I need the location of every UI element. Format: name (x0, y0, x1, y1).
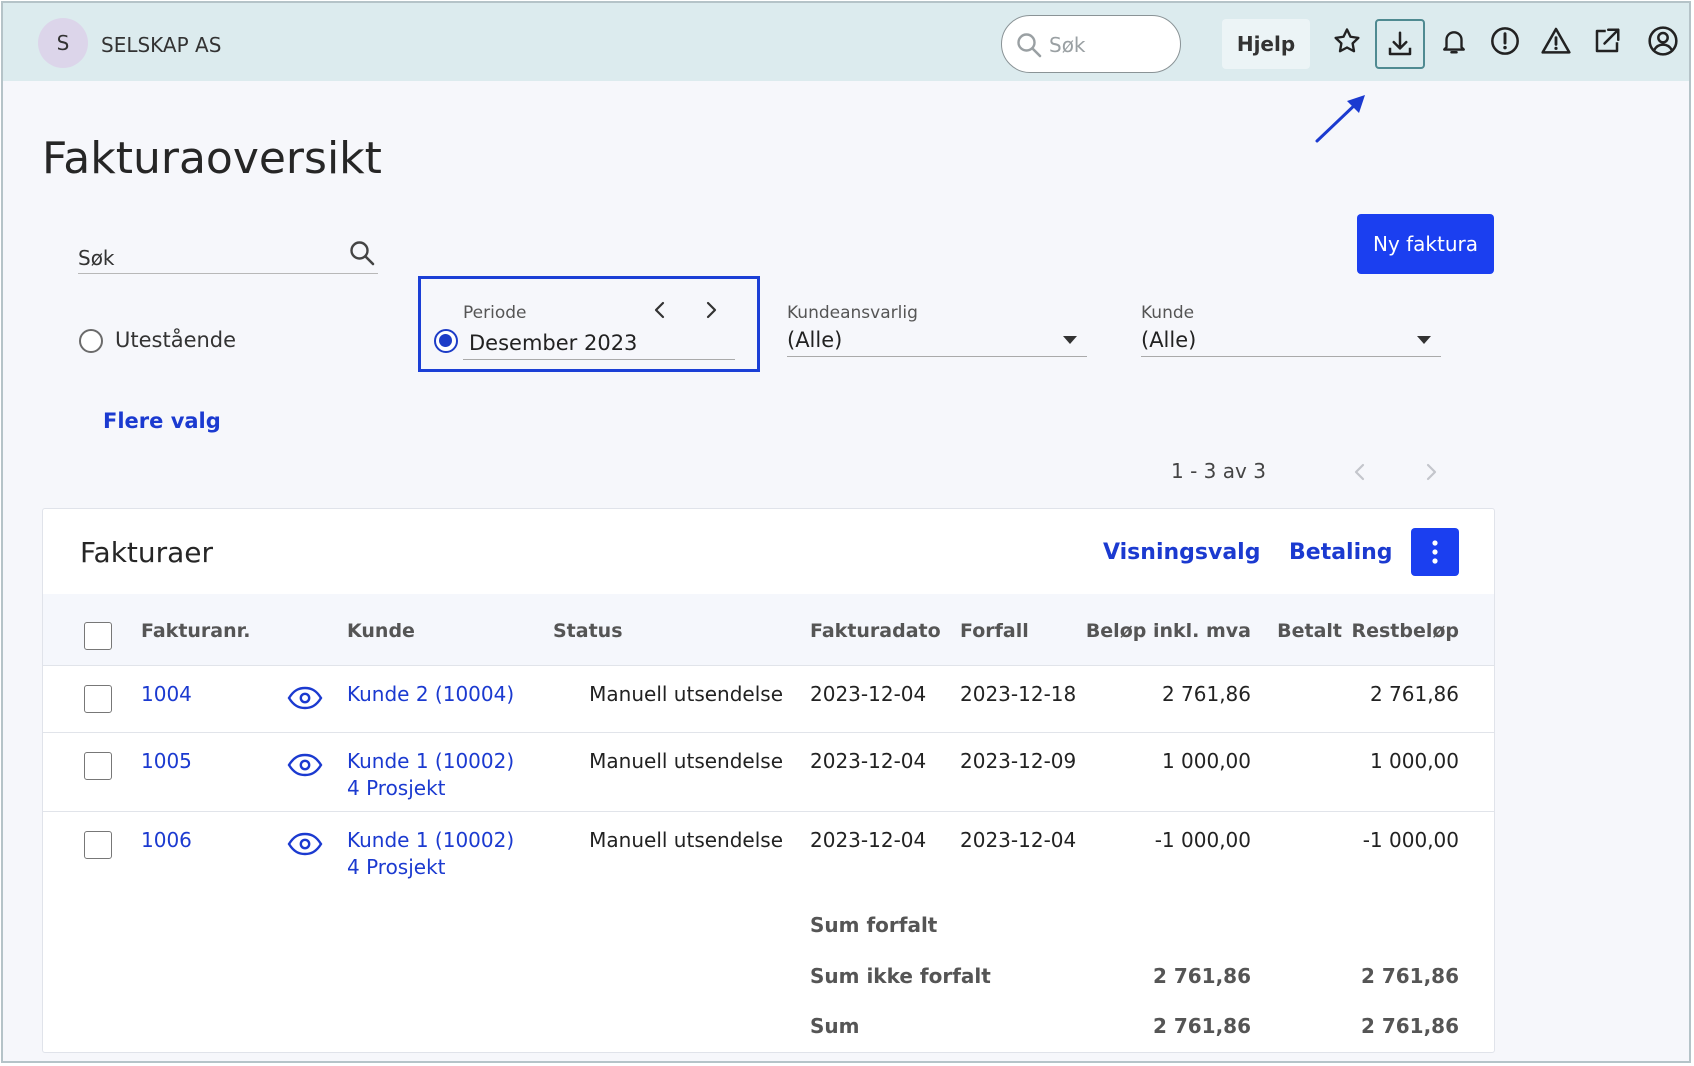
company-avatar[interactable]: S (38, 18, 88, 68)
column-header-status[interactable]: Status (553, 620, 623, 642)
table-header: Fakturanr. Kunde Status Fakturadato Forf… (43, 594, 1494, 666)
select-all-checkbox[interactable] (84, 622, 112, 650)
invoice-date: 2023-12-04 (810, 828, 927, 852)
more-menu-button[interactable] (1411, 528, 1459, 576)
table-row[interactable]: 1004 Kunde 2 (10004) Manuell utsendelse … (43, 666, 1494, 733)
invoice-date: 2023-12-04 (810, 682, 927, 706)
invoice-search-label: Søk (78, 246, 115, 270)
caret-down-icon (1417, 336, 1431, 344)
row-checkbox[interactable] (84, 831, 112, 859)
eye-icon[interactable] (287, 686, 323, 710)
page-title: Fakturaoversikt (42, 133, 382, 184)
download-icon[interactable] (1375, 19, 1425, 69)
more-options-link[interactable]: Flere valg (103, 409, 221, 433)
sum-not-overdue-remaining: 2 761,86 (1360, 964, 1459, 988)
invoices-title: Fakturaer (80, 536, 214, 569)
remaining-value: -1 000,00 (1362, 828, 1459, 852)
external-link-icon[interactable] (1589, 23, 1625, 59)
help-button[interactable]: Hjelp (1222, 19, 1310, 69)
new-invoice-button[interactable]: Ny faktura (1357, 214, 1494, 274)
info-alert-icon[interactable] (1487, 23, 1523, 59)
period-value[interactable]: Desember 2023 (469, 331, 638, 355)
status-text: Manuell utsendelse (589, 682, 783, 706)
global-search-placeholder: Søk (1049, 33, 1086, 57)
customer-link[interactable]: Kunde 1 (10002) (347, 749, 515, 773)
period-underline (463, 359, 735, 360)
caret-down-icon (1063, 336, 1077, 344)
view-options-link[interactable]: Visningsvalg (1103, 540, 1261, 565)
row-checkbox[interactable] (84, 752, 112, 780)
amount-value: -1 000,00 (1154, 828, 1251, 852)
sum-not-overdue-label: Sum ikke forfalt (810, 964, 991, 988)
company-name[interactable]: SELSKAP AS (101, 33, 222, 57)
project-link[interactable]: 4 Prosjekt (347, 855, 446, 879)
project-link[interactable]: 4 Prosjekt (347, 776, 446, 800)
eye-icon[interactable] (287, 753, 323, 777)
payment-link[interactable]: Betaling (1289, 540, 1393, 565)
invoice-number-link[interactable]: 1005 (141, 749, 192, 773)
star-icon[interactable] (1329, 23, 1365, 59)
invoices-card: Fakturaer Visningsvalg Betaling Fakturan… (42, 508, 1495, 1053)
due-date: 2023-12-09 (960, 749, 1077, 773)
status-text: Manuell utsendelse (589, 828, 783, 852)
customer-select[interactable]: Kunde (Alle) (1141, 299, 1441, 357)
chevron-right-icon[interactable] (1421, 461, 1441, 483)
period-radio[interactable] (434, 329, 458, 353)
customer-label: Kunde (1141, 303, 1195, 323)
status-text: Manuell utsendelse (589, 749, 783, 773)
table-row[interactable]: 1006 Kunde 1 (10002) 4 Prosjekt Manuell … (43, 812, 1494, 891)
remaining-value: 1 000,00 (1369, 749, 1459, 773)
search-icon (1017, 33, 1042, 58)
row-checkbox[interactable] (84, 685, 112, 713)
outstanding-radio[interactable] (79, 329, 103, 353)
column-header-due[interactable]: Forfall (960, 620, 1029, 642)
column-header-paid[interactable]: Betalt (1277, 620, 1342, 642)
sum-overdue-label: Sum forfalt (810, 913, 938, 937)
top-bar: S SELSKAP AS Søk Hjelp (3, 3, 1689, 81)
customer-link[interactable]: Kunde 1 (10002) (347, 828, 515, 852)
amount-value: 2 761,86 (1161, 682, 1251, 706)
sum-total-remaining: 2 761,86 (1360, 1014, 1459, 1038)
global-search-input[interactable]: Søk (1001, 15, 1181, 73)
sum-not-overdue-amount: 2 761,86 (1152, 964, 1251, 988)
invoice-date: 2023-12-04 (810, 749, 927, 773)
pointer-arrow-icon (1315, 95, 1365, 143)
search-icon[interactable] (349, 240, 375, 266)
due-date: 2023-12-18 (960, 682, 1077, 706)
pagination-text: 1 - 3 av 3 (1171, 459, 1266, 483)
chevron-left-icon[interactable] (1350, 461, 1370, 483)
customer-value: (Alle) (1141, 328, 1197, 352)
sum-total-label: Sum (810, 1014, 860, 1038)
table-row[interactable]: 1005 Kunde 1 (10002) 4 Prosjekt Manuell … (43, 733, 1494, 812)
column-header-amount[interactable]: Beløp inkl. mva (1085, 620, 1251, 642)
account-manager-label: Kundeansvarlig (787, 303, 918, 323)
amount-value: 1 000,00 (1161, 749, 1251, 773)
user-icon[interactable] (1645, 23, 1681, 59)
chevron-left-icon[interactable] (649, 299, 671, 321)
period-label: Periode (463, 303, 527, 323)
invoice-number-link[interactable]: 1006 (141, 828, 192, 852)
column-header-customer[interactable]: Kunde (347, 620, 415, 642)
outstanding-label[interactable]: Utestående (115, 328, 237, 352)
account-manager-select[interactable]: Kundeansvarlig (Alle) (787, 299, 1087, 357)
account-manager-value: (Alle) (787, 328, 843, 352)
column-header-invoice-date[interactable]: Fakturadato (810, 620, 941, 642)
eye-icon[interactable] (287, 832, 323, 856)
period-filter: Periode Desember 2023 (418, 276, 760, 372)
customer-link[interactable]: Kunde 2 (10004) (347, 682, 515, 706)
invoice-search-input[interactable]: Søk (78, 234, 378, 274)
more-vertical-icon (1432, 540, 1438, 564)
sum-total-amount: 2 761,86 (1152, 1014, 1251, 1038)
due-date: 2023-12-04 (960, 828, 1077, 852)
remaining-value: 2 761,86 (1369, 682, 1459, 706)
warning-icon[interactable] (1538, 23, 1574, 59)
bell-icon[interactable] (1436, 23, 1472, 59)
invoice-number-link[interactable]: 1004 (141, 682, 192, 706)
chevron-right-icon[interactable] (700, 299, 722, 321)
column-header-remaining[interactable]: Restbeløp (1351, 620, 1459, 642)
column-header-invoice-no[interactable]: Fakturanr. (141, 620, 251, 642)
